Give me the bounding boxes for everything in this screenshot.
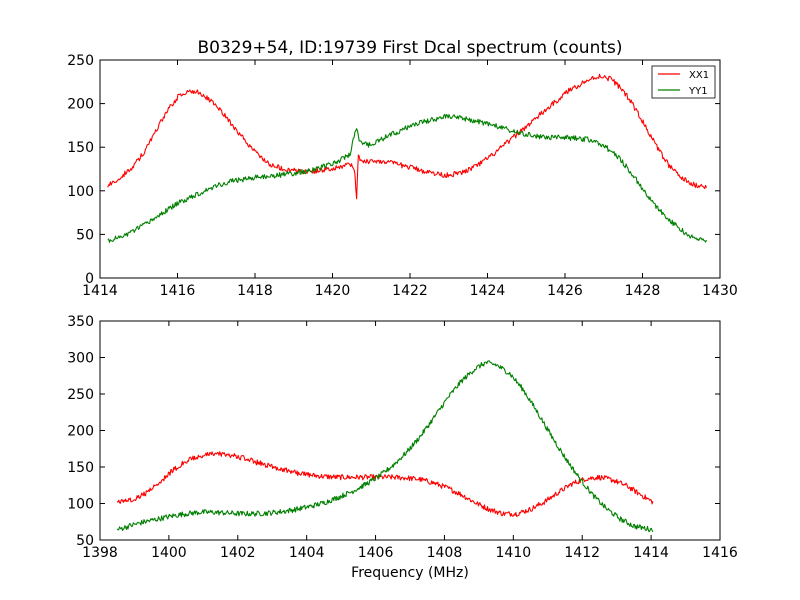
x-tick-label: 1410 — [496, 545, 532, 561]
series-line-yy1-panel-1 — [107, 113, 707, 243]
legend: XX1 YY1 — [651, 65, 716, 99]
x-tick-label: 1400 — [151, 545, 187, 561]
top-panel-series — [107, 73, 707, 243]
x-tick-label: 1402 — [220, 545, 256, 561]
bottom-panel-ticks: 1398 1400 1402 1404 1406 1408 1410 1412 1414 1416… — [67, 314, 738, 561]
x-tick-label: 1404 — [289, 545, 325, 561]
x-tick-label: 1408 — [427, 545, 463, 561]
y-tick-label: 250 — [67, 53, 94, 69]
y-tick-label: 200 — [67, 424, 94, 440]
y-tick-label: 50 — [76, 227, 94, 243]
x-tick-label: 1424 — [470, 283, 506, 299]
y-tick-label: 300 — [67, 351, 94, 367]
x-tick-label: 1428 — [625, 283, 661, 299]
legend-box — [651, 65, 716, 99]
series-line-yy1-panel-2 — [116, 360, 654, 533]
x-axis-label: Frequency (MHz) — [351, 565, 469, 581]
x-tick-label: 1414 — [633, 545, 669, 561]
y-tick-label: 0 — [85, 271, 94, 287]
y-tick-label: 50 — [76, 533, 94, 549]
x-tick-label: 1412 — [564, 545, 600, 561]
x-tick-label: 1416 — [160, 283, 196, 299]
x-tick-label: 1420 — [315, 283, 351, 299]
top-panel: 1414 1416 1418 1420 1422 1424 1426 1428 1430 0 50 1… — [67, 53, 738, 299]
y-tick-label: 200 — [67, 97, 94, 113]
x-tick-label: 1414 — [82, 283, 118, 299]
y-tick-label: 150 — [67, 140, 94, 156]
series-line-xx1-panel-1 — [107, 73, 707, 200]
y-tick-label: 250 — [67, 387, 94, 403]
chart-title: B0329+54, ID:19739 First Dcal spectrum (… — [197, 38, 622, 58]
x-tick-label: 1418 — [237, 283, 273, 299]
y-tick-label: 150 — [67, 460, 94, 476]
top-panel-ticks: 1414 1416 1418 1420 1422 1424 1426 1428 1430 0 50 1… — [67, 53, 738, 299]
legend-label-yy1: YY1 — [688, 86, 708, 97]
bottom-panel-series — [116, 360, 654, 533]
x-tick-label: 1406 — [358, 545, 394, 561]
x-tick-label: 1430 — [702, 283, 738, 299]
y-tick-label: 350 — [67, 314, 94, 330]
series-line-xx1-panel-2 — [116, 451, 654, 517]
y-tick-label: 100 — [67, 497, 94, 513]
x-tick-label: 1416 — [702, 545, 738, 561]
legend-label-xx1: XX1 — [689, 70, 709, 81]
bottom-panel: 1398 1400 1402 1404 1406 1408 1410 1412 1414 1416… — [67, 314, 738, 561]
y-tick-label: 100 — [67, 184, 94, 200]
x-tick-label: 1398 — [82, 545, 118, 561]
x-tick-label: 1422 — [392, 283, 428, 299]
x-tick-label: 1426 — [547, 283, 583, 299]
